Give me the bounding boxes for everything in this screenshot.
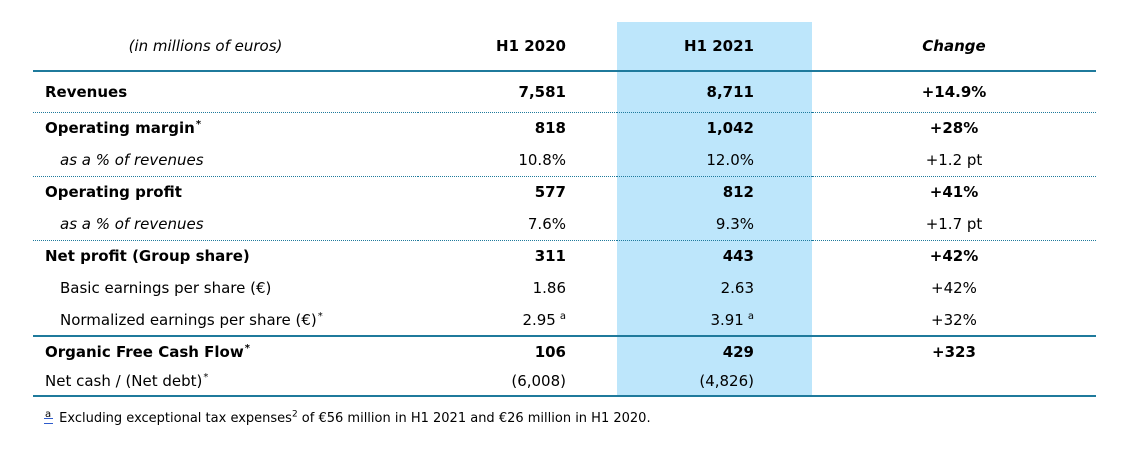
h1-2021-value: 443 — [617, 240, 812, 272]
change-value: +1.7 pt — [812, 208, 1096, 241]
table-row-profit-pct: as a % of revenues 7.6% 9.3% +1.7 pt — [33, 208, 1096, 241]
h1-2020-value: 106 — [534, 342, 566, 361]
column-header-h1-2021: H1 2021 — [617, 22, 812, 72]
h1-2021-value: (4,826) — [617, 366, 812, 397]
table-row-operating-margin: Operating margin* 818 1,042 +28% — [33, 112, 1096, 144]
h1-2021-value: 812 — [617, 176, 812, 208]
table-row-organic-fcf: Organic Free Cash Flow* 106 429 +323 — [33, 336, 1096, 366]
change-value: +14.9% — [812, 71, 1096, 113]
row-label: Basic earnings per share (€) — [60, 279, 272, 297]
h1-2020-value: 818 — [534, 119, 566, 138]
footnote-2-superscript: 2 — [291, 409, 298, 420]
h1-2021-value: 8,711 — [617, 71, 812, 113]
change-value: +41% — [929, 183, 979, 202]
table-row-basic-eps: Basic earnings per share (€) 1.86 2.63 +… — [33, 272, 1096, 304]
row-label: Net cash / (Net debt)* — [33, 366, 418, 397]
table-row-net-cash: Net cash / (Net debt)* (6,008) (4,826) — [33, 366, 1096, 397]
row-label: as a % of revenues — [33, 144, 418, 177]
table-row-margin-pct: as a % of revenues 10.8% 12.0% +1.2 pt — [33, 144, 1096, 177]
footnote-text: Excluding exceptional tax expenses — [59, 411, 292, 426]
change-value: +323 — [932, 342, 976, 361]
h1-2021-value: 9.3% — [617, 208, 812, 241]
row-label: Revenues — [33, 71, 418, 113]
key-figures-table-container: (in millions of euros) H1 2020 H1 2021 C… — [33, 22, 1096, 397]
h1-2021-value: 429 — [617, 336, 812, 366]
row-label: Normalized earnings per share (€)* — [33, 304, 418, 337]
h1-2020-value: 7,581 — [418, 71, 617, 113]
key-figures-table: (in millions of euros) H1 2020 H1 2021 C… — [33, 22, 1096, 397]
h1-2020-value: 10.8% — [418, 144, 617, 177]
footnote: a Excluding exceptional tax expenses2 of … — [45, 408, 651, 428]
change-value: +42% — [929, 247, 979, 266]
row-label: Organic Free Cash Flow* — [45, 342, 250, 361]
h1-2021-value: 2.63 — [617, 272, 812, 304]
row-label: Operating profit — [45, 183, 182, 202]
change-value: +28% — [929, 119, 979, 138]
asterisk-superscript: * — [195, 119, 202, 131]
column-header-change: Change — [812, 22, 1096, 72]
footnote-a-superscript: a — [559, 310, 566, 322]
row-label: as a % of revenues — [33, 208, 418, 241]
footnote-marker: a — [45, 408, 52, 420]
h1-2020-value: 1.86 — [532, 279, 566, 297]
table-row-normalized-eps: Normalized earnings per share (€)* 2.95 a… — [33, 304, 1096, 337]
h1-2020-value: 311 — [534, 247, 566, 266]
h1-2021-value: 3.91 a — [617, 304, 812, 337]
h1-2021-value: 1,042 — [617, 112, 812, 144]
table-row-net-profit: Net profit (Group share) 311 443 +42% — [33, 240, 1096, 272]
change-value — [812, 366, 1096, 397]
table-header-row: (in millions of euros) H1 2020 H1 2021 C… — [33, 22, 1096, 72]
change-value: +42% — [931, 279, 977, 297]
footnote-text-continued: of €56 million in H1 2021 and €26 millio… — [297, 411, 651, 426]
asterisk-superscript: * — [203, 371, 209, 383]
h1-2020-value: 2.95 a — [418, 304, 617, 337]
row-label: Operating margin* — [45, 119, 202, 138]
h1-2020-value: 577 — [534, 183, 566, 202]
table-row-operating-profit: Operating profit 577 812 +41% — [33, 176, 1096, 208]
h1-2020-value: (6,008) — [418, 366, 617, 397]
asterisk-superscript: * — [317, 310, 323, 322]
asterisk-superscript: * — [244, 342, 250, 354]
change-value: +1.2 pt — [812, 144, 1096, 177]
h1-2020-value: 7.6% — [418, 208, 617, 241]
row-label: Net profit (Group share) — [45, 247, 250, 266]
h1-2021-value: 12.0% — [617, 144, 812, 177]
table-row-revenues: Revenues 7,581 8,711 +14.9% — [33, 71, 1096, 113]
footnote-a-superscript: a — [747, 310, 754, 322]
change-value: +32% — [812, 304, 1096, 337]
column-header-h1-2020: H1 2020 — [418, 22, 617, 72]
unit-label: (in millions of euros) — [33, 22, 418, 72]
